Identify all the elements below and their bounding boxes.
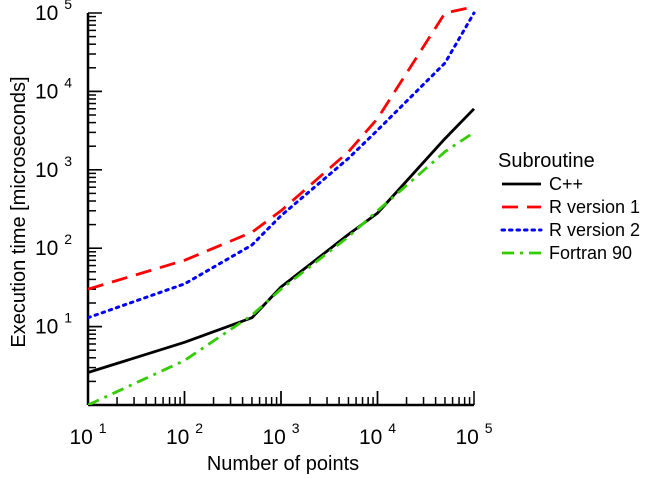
x-axis-label: Number of points xyxy=(207,453,359,475)
y-tick-label: 10 5 xyxy=(35,0,72,25)
legend: Subroutine C++ R version 1 R version 2 Fort… xyxy=(498,150,640,263)
legend-label: Fortran 90 xyxy=(549,243,632,263)
series-layer xyxy=(88,5,476,405)
x-tick-label: 10 5 xyxy=(456,420,493,449)
y-tick-label: 10 3 xyxy=(35,153,72,182)
x-tick-label: 10 3 xyxy=(263,420,300,449)
series-line-c- xyxy=(88,107,476,374)
legend-label: C++ xyxy=(549,174,583,194)
x-tick-label: 10 2 xyxy=(166,420,203,449)
series-line-fortran-90 xyxy=(88,131,475,405)
series-line-r-version-1 xyxy=(88,5,475,291)
y-tick-label: 10 1 xyxy=(35,310,72,339)
y-tick-label: 10 4 xyxy=(35,74,72,103)
y-tick-label: 10 2 xyxy=(35,231,72,260)
series-line-r-version-2 xyxy=(88,11,476,320)
legend-label: R version 1 xyxy=(549,197,640,217)
legend-title: Subroutine xyxy=(498,150,595,172)
legend-label: R version 2 xyxy=(549,220,640,240)
axes: 10 1 10 2 10 3 10 4 10 5 10 1 10 2 10 3 10 4 10 5 xyxy=(35,0,493,449)
y-axis-label: Execution time [microseconds] xyxy=(8,76,30,347)
x-tick-label: 10 4 xyxy=(359,420,396,449)
x-tick-label: 10 1 xyxy=(70,420,107,449)
